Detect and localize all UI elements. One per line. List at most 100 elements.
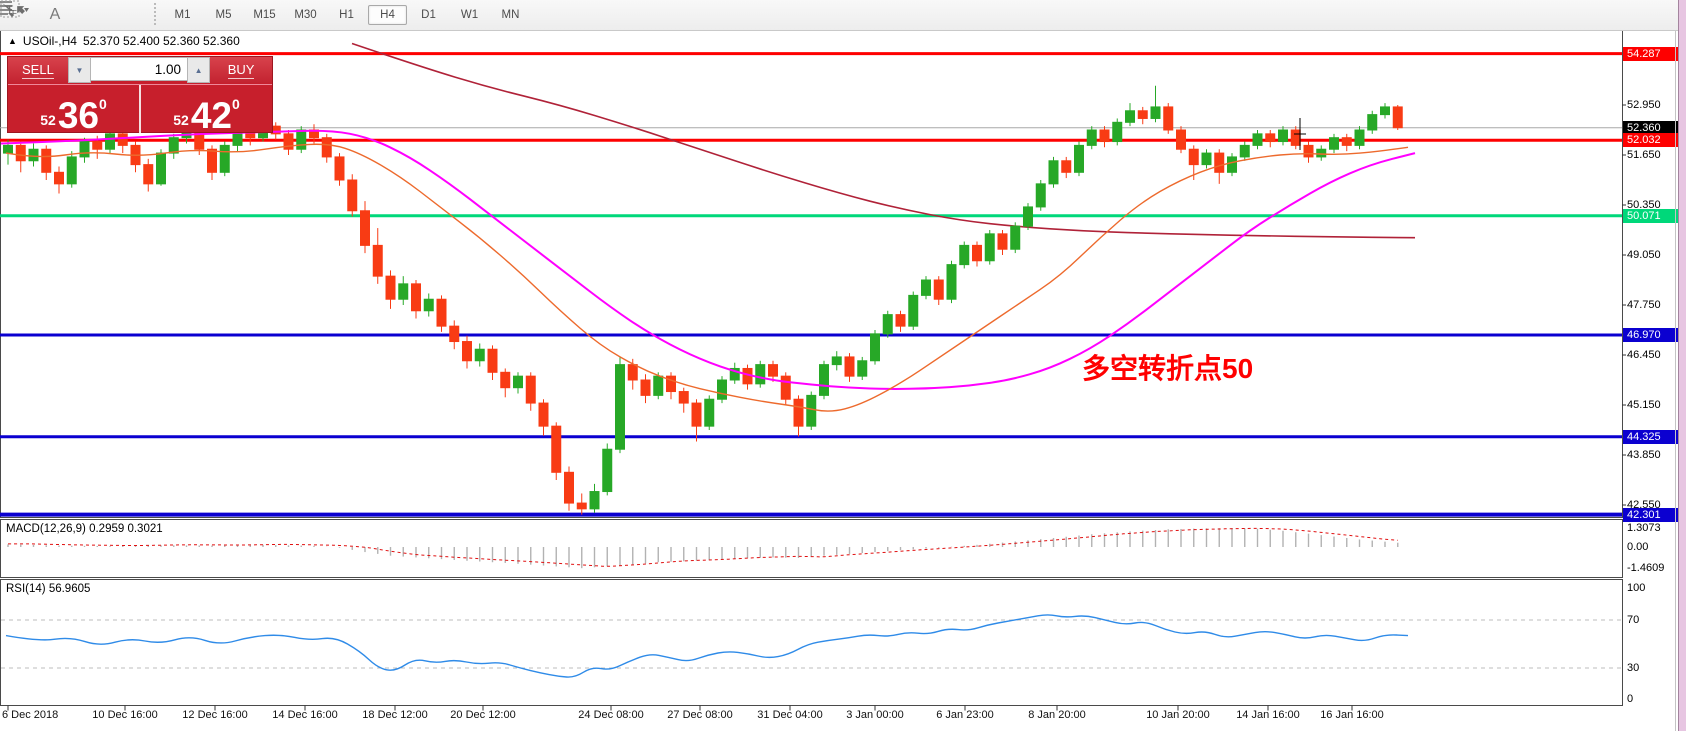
price-badge-50.071: 50.071: [1623, 208, 1681, 223]
macd-indicator-label: MACD(12,26,9) 0.2959 0.3021: [6, 523, 163, 535]
rsi-axis-label: 100: [1627, 582, 1646, 594]
price-tick-label: 50.350: [1627, 199, 1661, 211]
candle-body: [806, 394, 817, 427]
time-label: 6 Jan 23:00: [936, 709, 994, 721]
candle-body: [1048, 160, 1059, 185]
candle-body: [1227, 156, 1237, 173]
candle-body: [1010, 225, 1021, 250]
candle-body: [143, 164, 154, 185]
buy-button[interactable]: BUY: [210, 57, 272, 83]
shapes-tool-icon[interactable]: [2, 3, 144, 26]
rsi-axis-label: 30: [1627, 662, 1640, 674]
price-tick-label: 52.950: [1627, 99, 1661, 111]
price-badge-44.325: 44.325: [1623, 429, 1681, 444]
candle-body: [372, 244, 383, 277]
candle-body: [1380, 106, 1390, 116]
mid-ma-line: [1, 129, 1416, 390]
ohlc-values: 52.370 52.400 52.360 52.360: [82, 34, 240, 48]
candle-body: [1214, 152, 1225, 173]
candle-body: [28, 148, 39, 162]
tab-timeframe-h1[interactable]: H1: [339, 9, 354, 21]
candle-body: [1265, 133, 1276, 143]
tab-timeframe-h4[interactable]: H4: [368, 5, 407, 25]
time-label: 18 Dec 12:00: [362, 709, 428, 721]
candle-body: [168, 137, 179, 154]
candle-body: [857, 360, 868, 377]
candle-body: [79, 141, 90, 158]
candle-body: [729, 367, 740, 381]
time-label: 10 Jan 20:00: [1146, 709, 1210, 721]
candle-body: [347, 179, 358, 212]
candle-body: [882, 314, 893, 335]
window-edge-scrollbar[interactable]: [1678, 0, 1686, 731]
candle-body: [615, 364, 625, 450]
time-label: 12 Dec 16:00: [182, 709, 248, 721]
volume-input[interactable]: [91, 57, 188, 81]
candle-body: [1201, 152, 1212, 166]
candle-body: [1125, 110, 1135, 123]
candle-body: [793, 398, 804, 427]
collapse-triangle-icon[interactable]: ▲: [8, 36, 17, 46]
candle-body: [1252, 133, 1263, 146]
candle-body: [1086, 129, 1097, 146]
time-label: 8 Jan 20:00: [1028, 709, 1086, 721]
candle-body: [1278, 129, 1288, 143]
candle-body: [959, 244, 970, 266]
text-box-icon[interactable]: T: [0, 0, 102, 26]
buy-price[interactable]: 52 42 0: [139, 85, 272, 134]
candle-body: [997, 233, 1008, 250]
volume-decrease-button[interactable]: ▼: [67, 57, 92, 83]
candle-body: [551, 425, 562, 473]
tab-timeframe-mn[interactable]: MN: [501, 9, 520, 21]
candle-body: [1074, 144, 1084, 173]
candle-body: [3, 144, 13, 154]
time-label: 31 Dec 04:00: [757, 709, 823, 721]
candle-body: [564, 471, 574, 504]
volume-increase-button[interactable]: ▲: [187, 57, 211, 83]
candle-body: [984, 233, 995, 262]
candle-body: [640, 379, 651, 396]
candle-body: [1023, 206, 1033, 227]
time-label: 3 Jan 00:00: [846, 709, 904, 721]
candle-body: [15, 144, 26, 162]
candle-body: [819, 364, 829, 396]
toolbar-separator: [154, 3, 156, 27]
price-badge-54.287: 54.287: [1623, 46, 1681, 61]
candle-body: [627, 364, 638, 381]
candle-body: [156, 152, 166, 185]
window-border: [1675, 0, 1676, 731]
tab-timeframe-w1[interactable]: W1: [460, 9, 479, 21]
candle-body: [666, 375, 676, 393]
tab-timeframe-d1[interactable]: D1: [421, 9, 436, 21]
rsi-indicator-label: RSI(14) 56.9605: [6, 583, 91, 595]
candle-body: [768, 364, 778, 377]
time-label: 27 Dec 08:00: [667, 709, 733, 721]
sell-button[interactable]: SELL: [8, 57, 68, 83]
price-badge-52.360: 52.360: [1623, 120, 1681, 135]
text-label-icon[interactable]: A: [49, 6, 61, 23]
price-tick-label: 45.150: [1627, 399, 1661, 411]
candle-body: [870, 333, 880, 362]
candle-body: [207, 148, 217, 173]
rsi-panel[interactable]: [0, 579, 1623, 706]
fast-ma-line: [5, 143, 1409, 412]
time-label: 10 Dec 16:00: [92, 709, 158, 721]
sell-price[interactable]: 52 36 0: [40, 95, 107, 137]
time-label: 14 Dec 16:00: [272, 709, 338, 721]
candle-body: [54, 171, 64, 185]
macd-signal-line: [8, 527, 1398, 567]
candle-body: [385, 275, 396, 300]
tab-timeframe-m1[interactable]: M1: [174, 9, 191, 21]
candle-body: [1137, 110, 1148, 119]
price-badge-46.970: 46.970: [1623, 328, 1681, 342]
candle-body: [1392, 106, 1403, 129]
candle-body: [1303, 144, 1314, 158]
tab-timeframe-m30[interactable]: M30: [294, 9, 317, 21]
tab-timeframe-m5[interactable]: M5: [215, 9, 232, 21]
candle-body: [1341, 137, 1352, 146]
macd-axis-label: 0.00: [1627, 541, 1649, 553]
symbol-label: USOil-,H4: [22, 34, 77, 48]
candle-body: [908, 294, 919, 327]
candle-body: [1061, 160, 1072, 173]
tab-timeframe-m15[interactable]: M15: [253, 9, 276, 21]
